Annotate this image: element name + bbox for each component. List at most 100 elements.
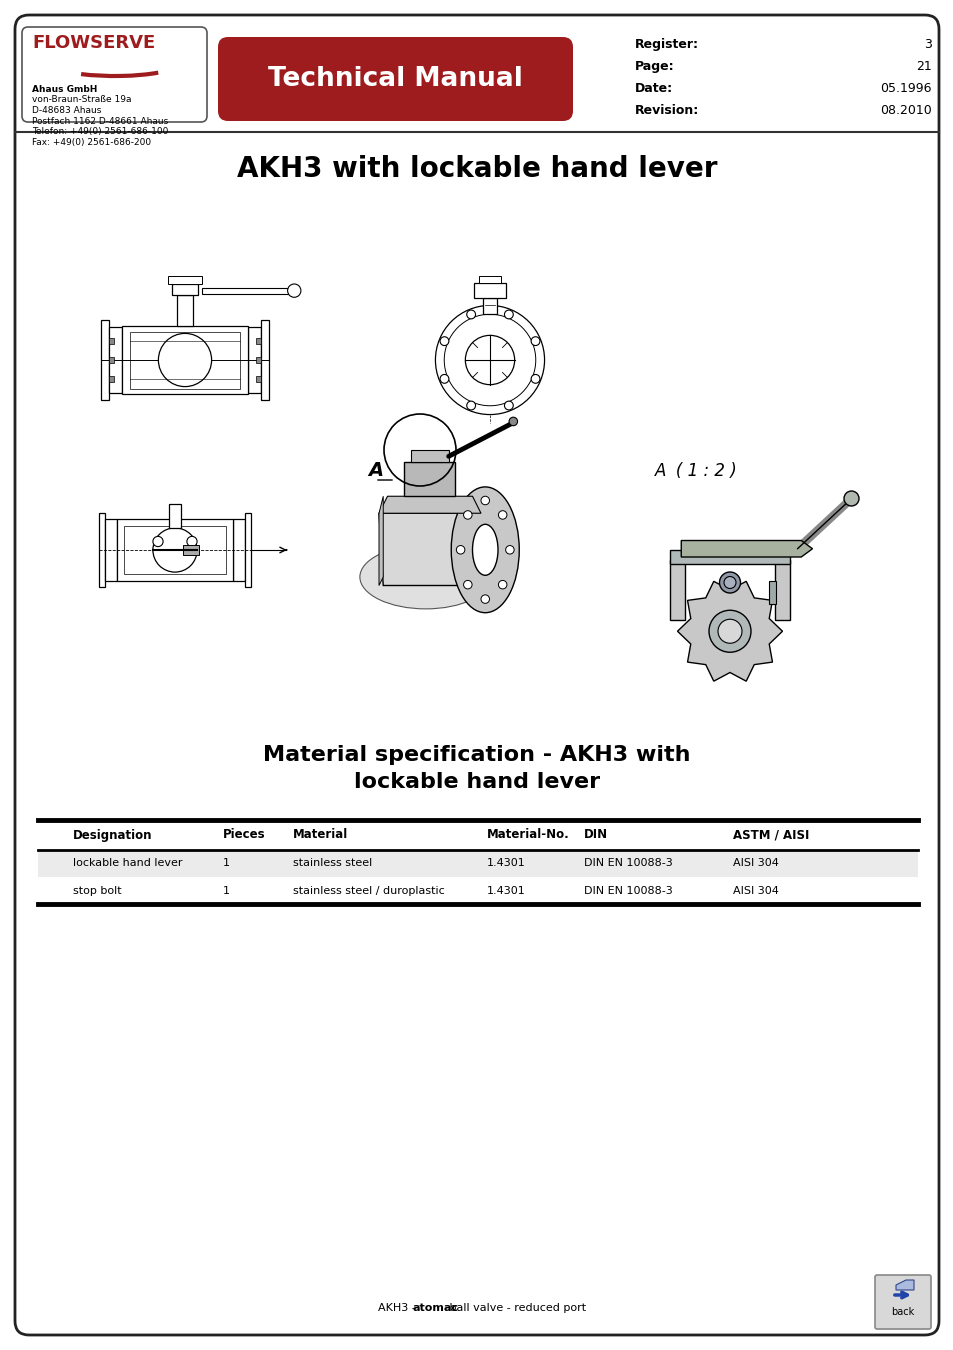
Text: Date:: Date: xyxy=(635,82,673,94)
Text: 1.4301: 1.4301 xyxy=(486,859,525,868)
Text: stainless steel / duroplastic: stainless steel / duroplastic xyxy=(293,886,444,895)
Circle shape xyxy=(463,510,472,520)
Text: Technical Manual: Technical Manual xyxy=(267,66,522,92)
Bar xyxy=(474,282,505,298)
Text: Revision:: Revision: xyxy=(635,104,699,117)
Circle shape xyxy=(708,610,750,652)
Polygon shape xyxy=(895,1280,913,1291)
Text: A: A xyxy=(368,460,383,481)
Circle shape xyxy=(444,315,536,406)
Bar xyxy=(404,462,455,497)
Bar xyxy=(482,298,497,315)
Circle shape xyxy=(466,401,475,410)
Bar xyxy=(183,545,198,555)
Bar xyxy=(256,358,261,363)
FancyBboxPatch shape xyxy=(874,1274,930,1328)
Polygon shape xyxy=(677,582,781,682)
FancyBboxPatch shape xyxy=(15,15,938,1335)
Polygon shape xyxy=(378,497,383,586)
Bar xyxy=(109,358,113,363)
Text: Designation: Designation xyxy=(73,829,152,841)
Bar xyxy=(101,320,109,400)
Bar xyxy=(774,560,789,620)
Bar xyxy=(109,377,113,382)
Circle shape xyxy=(504,310,513,319)
Circle shape xyxy=(505,545,514,554)
Text: Register:: Register: xyxy=(635,38,699,51)
Bar xyxy=(479,275,500,282)
Circle shape xyxy=(287,284,300,297)
Circle shape xyxy=(497,510,506,520)
Circle shape xyxy=(509,417,517,425)
Ellipse shape xyxy=(472,524,497,575)
Text: Postfach 1162 D-48661 Ahaus: Postfach 1162 D-48661 Ahaus xyxy=(32,116,168,126)
Bar xyxy=(177,296,193,325)
Text: Material: Material xyxy=(293,829,348,841)
Circle shape xyxy=(480,595,489,603)
Circle shape xyxy=(497,580,506,589)
Text: Pieces: Pieces xyxy=(223,829,265,841)
Circle shape xyxy=(531,336,539,346)
Circle shape xyxy=(466,310,475,319)
Bar xyxy=(109,327,122,393)
Bar xyxy=(172,284,198,296)
Text: 3: 3 xyxy=(923,38,931,51)
Circle shape xyxy=(152,536,163,547)
Circle shape xyxy=(439,374,449,383)
Bar xyxy=(669,551,789,564)
Bar xyxy=(130,332,240,389)
Text: lockable hand lever: lockable hand lever xyxy=(354,772,599,792)
Text: 1.4301: 1.4301 xyxy=(486,886,525,895)
Text: lockable hand lever: lockable hand lever xyxy=(73,859,183,868)
Text: 05.1996: 05.1996 xyxy=(880,82,931,94)
Polygon shape xyxy=(378,513,485,586)
Bar xyxy=(202,288,289,293)
Text: 21: 21 xyxy=(915,59,931,73)
Polygon shape xyxy=(680,540,812,558)
Circle shape xyxy=(465,335,514,385)
Circle shape xyxy=(843,491,858,506)
Circle shape xyxy=(187,536,197,547)
Bar xyxy=(768,580,776,603)
Text: Material specification - AKH3 with: Material specification - AKH3 with xyxy=(263,745,690,765)
Circle shape xyxy=(480,497,489,505)
Bar xyxy=(98,513,105,587)
Text: Material-No.: Material-No. xyxy=(486,829,569,841)
Text: ASTM / AISI: ASTM / AISI xyxy=(733,829,809,841)
Text: Telefon: +49(0) 2561-686-100: Telefon: +49(0) 2561-686-100 xyxy=(32,127,168,136)
Ellipse shape xyxy=(451,487,518,613)
Ellipse shape xyxy=(359,545,491,609)
Circle shape xyxy=(504,401,513,410)
Text: AISI 304: AISI 304 xyxy=(733,859,779,868)
Circle shape xyxy=(463,580,472,589)
Text: D-48683 Ahaus: D-48683 Ahaus xyxy=(32,107,101,115)
Text: 1: 1 xyxy=(223,886,230,895)
Bar xyxy=(168,277,202,284)
Bar xyxy=(38,850,917,878)
Bar xyxy=(669,560,684,620)
Text: DIN: DIN xyxy=(583,829,607,841)
Text: AKH3 with lockable hand lever: AKH3 with lockable hand lever xyxy=(236,155,717,184)
Bar xyxy=(109,338,113,344)
Text: DIN EN 10088-3: DIN EN 10088-3 xyxy=(583,886,672,895)
Text: AKH3 -: AKH3 - xyxy=(377,1303,418,1314)
Circle shape xyxy=(152,528,197,572)
Circle shape xyxy=(531,374,539,383)
Circle shape xyxy=(718,620,741,643)
Text: AISI 304: AISI 304 xyxy=(733,886,779,895)
Bar xyxy=(233,520,244,580)
Text: ball valve - reduced port: ball valve - reduced port xyxy=(446,1303,585,1314)
Text: Page:: Page: xyxy=(635,59,674,73)
Bar xyxy=(248,327,261,393)
Text: 1: 1 xyxy=(223,859,230,868)
Polygon shape xyxy=(378,497,480,513)
Circle shape xyxy=(456,545,464,554)
Bar xyxy=(105,520,117,580)
Text: DIN EN 10088-3: DIN EN 10088-3 xyxy=(583,859,672,868)
Text: von-Braun-Straße 19a: von-Braun-Straße 19a xyxy=(32,96,132,104)
Bar xyxy=(256,338,261,344)
Bar xyxy=(411,451,448,462)
Bar xyxy=(261,320,269,400)
Bar xyxy=(117,520,233,580)
FancyBboxPatch shape xyxy=(218,36,573,122)
